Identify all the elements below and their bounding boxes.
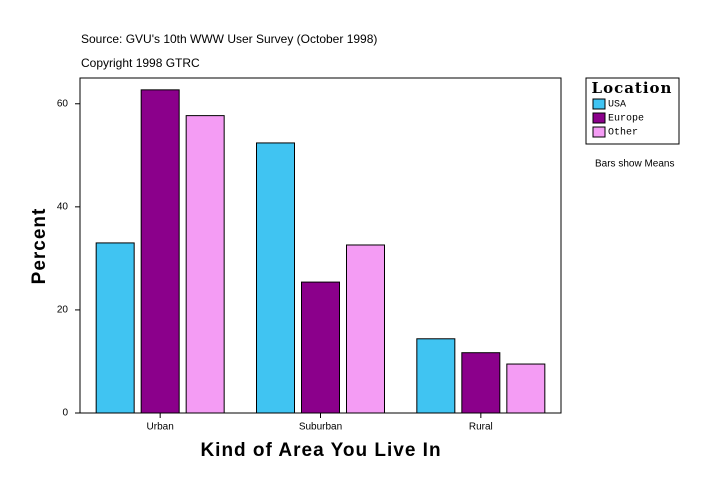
bar bbox=[506, 363, 546, 414]
bar bbox=[416, 338, 456, 414]
bar bbox=[256, 142, 295, 414]
bar bbox=[140, 89, 180, 414]
legend-swatch bbox=[592, 98, 606, 110]
legend-label: USA bbox=[608, 100, 626, 111]
x-tick-label: Urban bbox=[147, 422, 174, 433]
bar bbox=[461, 352, 501, 414]
legend-swatch bbox=[592, 112, 606, 124]
x-axis-label: Kind of Area You Live In bbox=[200, 440, 441, 461]
x-tick-label: Suburban bbox=[299, 422, 342, 433]
y-tick-label: 20 bbox=[57, 305, 69, 316]
x-tick-label: Rural bbox=[469, 422, 493, 433]
annotation: Bars show Means bbox=[595, 159, 674, 170]
legend-label: Europe bbox=[608, 114, 644, 125]
y-axis-label: Percent bbox=[29, 208, 50, 285]
bar bbox=[301, 281, 340, 414]
bar bbox=[346, 244, 385, 414]
legend-swatch bbox=[592, 126, 606, 138]
y-tick-label: 40 bbox=[57, 201, 69, 212]
chart-title: Source: GVU's 10th WWW User Survey (Octo… bbox=[81, 32, 377, 46]
bar bbox=[95, 242, 135, 414]
legend-title: Location bbox=[592, 79, 673, 97]
bar bbox=[185, 115, 225, 414]
y-tick-label: 60 bbox=[57, 98, 69, 109]
legend-label: Other bbox=[608, 127, 638, 139]
y-tick-label: 0 bbox=[62, 408, 68, 419]
chart-subtitle: Copyright 1998 GTRC bbox=[81, 56, 200, 70]
